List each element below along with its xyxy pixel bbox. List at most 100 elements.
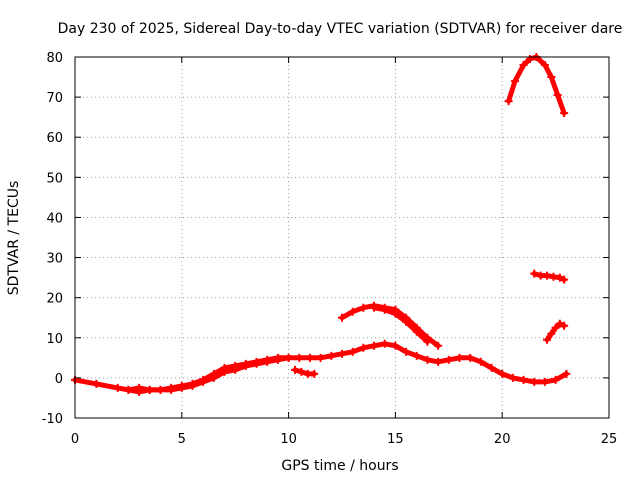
data-point: [113, 383, 122, 392]
data-point: [412, 351, 421, 360]
data-point: [519, 375, 528, 384]
data-point: [231, 365, 240, 374]
data-point: [167, 385, 176, 394]
data-point: [498, 369, 507, 378]
x-axis-label: GPS time / hours: [281, 458, 398, 474]
y-axis-label: SDTVAR / TECUs: [6, 181, 22, 296]
series-track-lower: [125, 355, 292, 395]
series-track-main: [72, 341, 569, 393]
y-tick-labels: -10 0 10 20 30 40 50 60 70 80: [42, 51, 63, 427]
data-point: [380, 305, 389, 314]
x-tick-label: 0: [71, 432, 79, 447]
data-point: [316, 353, 325, 362]
data-point: [444, 355, 453, 364]
data-point: [348, 307, 357, 316]
data-point: [540, 377, 549, 386]
data-point: [209, 373, 218, 382]
data-point: [199, 377, 208, 386]
data-point: [519, 61, 528, 70]
data-point: [124, 385, 133, 394]
data-point: [284, 353, 293, 362]
data-point: [156, 385, 165, 394]
data-point: [466, 353, 475, 362]
data-point: [92, 379, 101, 388]
data-point: [295, 353, 304, 362]
data-point: [476, 357, 485, 366]
data-point: [327, 351, 336, 360]
data-point: [555, 273, 564, 282]
y-tick-label: 70: [46, 91, 63, 106]
y-tick-label: 0: [55, 372, 63, 387]
data-point: [504, 97, 513, 106]
data-point: [560, 321, 569, 330]
data-point: [530, 377, 539, 386]
data-point: [338, 349, 346, 358]
data-point: [455, 353, 464, 362]
data-point: [547, 329, 556, 338]
data-point: [560, 109, 569, 118]
series-track-peak: [506, 54, 567, 116]
data-point: [391, 309, 400, 318]
y-tick-label: 50: [46, 171, 63, 186]
data-point: [273, 355, 282, 364]
data-point: [391, 341, 400, 350]
data-point: [543, 335, 552, 344]
series-track-hump: [339, 303, 441, 349]
data-point: [348, 347, 357, 356]
data-point: [310, 369, 319, 378]
data-point: [402, 317, 411, 326]
data-point: [543, 271, 552, 280]
y-tick-label: -10: [42, 412, 63, 427]
y-tick-label: 20: [46, 292, 63, 307]
y-tick-label: 10: [46, 332, 63, 347]
data-point: [487, 363, 496, 372]
y-tick-label: 60: [46, 131, 63, 146]
y-tick-label: 80: [46, 51, 63, 66]
data-point: [291, 365, 300, 374]
data-point: [135, 387, 144, 396]
data-point: [412, 327, 421, 336]
data-point: [402, 347, 411, 356]
x-tick-label: 10: [280, 432, 297, 447]
ticks: [74, 56, 610, 419]
data-point: [562, 369, 571, 378]
data-point: [338, 313, 346, 322]
data-point: [530, 269, 539, 278]
y-tick-label: 30: [46, 252, 63, 267]
data-point: [359, 343, 368, 352]
data-point: [359, 303, 368, 312]
y-tick-label: 40: [46, 211, 63, 226]
data-point: [551, 323, 560, 332]
plot-frame: [74, 56, 610, 419]
data-point: [434, 357, 443, 366]
data-point: [434, 341, 443, 350]
data-point: [560, 275, 569, 284]
x-tick-label: 20: [494, 432, 511, 447]
series-group: [71, 53, 571, 396]
data-point: [177, 383, 186, 392]
chart-title: Day 230 of 2025, Sidereal Day-to-day VTE…: [58, 21, 623, 37]
data-point: [370, 303, 379, 312]
x-tick-labels: 0 5 10 15 20 25: [71, 432, 617, 447]
data-point: [145, 385, 154, 394]
data-point: [553, 91, 562, 100]
data-point: [252, 359, 261, 368]
x-tick-label: 15: [387, 432, 404, 447]
x-tick-label: 5: [178, 432, 186, 447]
data-point: [188, 381, 197, 390]
data-point: [547, 73, 556, 82]
data-point: [241, 361, 250, 370]
data-point: [297, 367, 306, 376]
data-point: [508, 373, 517, 382]
data-point: [423, 337, 432, 346]
data-point: [551, 375, 560, 384]
data-point: [263, 357, 272, 366]
data-point: [305, 353, 314, 362]
data-point: [423, 355, 432, 364]
data-point: [555, 319, 564, 328]
data-point: [511, 77, 520, 86]
data-point: [525, 55, 534, 64]
x-tick-label: 25: [601, 432, 618, 447]
data-point: [220, 367, 229, 376]
